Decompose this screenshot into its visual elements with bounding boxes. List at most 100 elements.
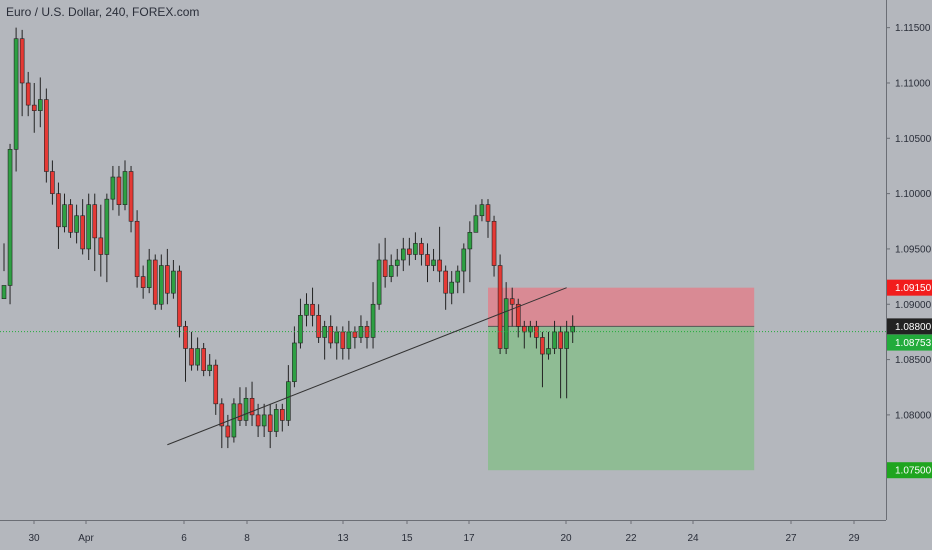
candle <box>273 403 279 438</box>
candle <box>86 193 91 260</box>
candle-body-up <box>37 99 43 111</box>
candle <box>298 298 303 349</box>
candle <box>140 265 146 299</box>
candle <box>382 237 388 288</box>
candle <box>497 254 503 355</box>
candle <box>31 82 37 133</box>
candle <box>540 331 545 388</box>
current-price-tag-label: 1.08753 <box>895 338 932 349</box>
candle <box>521 320 527 349</box>
candle <box>19 29 25 117</box>
candle-body-down <box>219 403 225 427</box>
candle-body-up <box>394 259 400 266</box>
take-profit-tag-bg <box>887 462 932 479</box>
candle-body-down <box>19 38 25 84</box>
time-tick-label: Apr <box>78 533 94 544</box>
candle-body-down <box>540 337 545 355</box>
candle <box>56 182 61 249</box>
take-profit-tag-label: 1.07500 <box>895 466 932 477</box>
candle-body-down <box>134 220 140 277</box>
candle <box>310 287 315 327</box>
candle <box>104 193 110 283</box>
candle <box>237 387 243 426</box>
candle-body-up <box>86 204 91 250</box>
candle-body-down <box>189 348 194 366</box>
candle <box>7 143 13 305</box>
candle <box>449 271 455 305</box>
candle-body-up <box>346 331 352 349</box>
trendline <box>167 287 567 446</box>
price-axis[interactable]: 1.11500 1.11000 1.10500 1.10000 1.09500 1.090… <box>886 0 932 520</box>
candle-body-up <box>570 326 576 333</box>
candle-body-up <box>110 176 116 200</box>
candle <box>358 315 364 343</box>
candle <box>279 403 285 432</box>
candle <box>419 237 424 266</box>
candle <box>455 265 461 294</box>
candle <box>394 248 400 277</box>
candle <box>558 326 563 399</box>
candle-body-up <box>564 331 569 349</box>
candle <box>431 248 436 272</box>
candle <box>159 254 164 310</box>
candle <box>116 165 122 216</box>
time-axis[interactable]: 30 Apr 6 8 13 15 17 20 22 24 27 29 <box>0 520 886 544</box>
candle-body-up <box>304 303 309 316</box>
candle-body-down <box>128 171 134 222</box>
candle-body-up <box>146 259 152 288</box>
take-profit-zone <box>488 326 755 471</box>
candle-body-down <box>443 270 448 294</box>
candle <box>443 265 448 310</box>
candle <box>425 243 430 283</box>
price-tick-label: 1.08500 <box>895 355 932 366</box>
candle-body-down <box>407 248 412 255</box>
time-tick-label: 27 <box>785 533 797 544</box>
candle-body-down <box>56 193 61 228</box>
candle <box>25 71 31 117</box>
candle <box>249 381 255 426</box>
candle <box>400 237 406 272</box>
candle-body-down <box>316 315 321 338</box>
candle-body-down <box>213 364 219 405</box>
candle-body-up <box>461 248 467 272</box>
candle <box>370 282 376 349</box>
time-tick-label: 13 <box>337 533 349 544</box>
candle-body-up <box>376 259 382 305</box>
candle-body-up <box>243 397 249 421</box>
candle-body-up <box>479 204 485 217</box>
candle <box>352 326 358 349</box>
time-tick-label: 17 <box>463 533 475 544</box>
stop-loss-tag-label: 1.09150 <box>895 283 932 294</box>
time-tick-label: 24 <box>687 533 699 544</box>
candle <box>13 27 19 172</box>
price-tick-label: 1.11000 <box>895 78 931 89</box>
candle <box>267 403 273 449</box>
candle <box>376 243 382 310</box>
candle <box>570 315 576 343</box>
candle-body-down <box>267 414 273 432</box>
current-price-tag-bg <box>887 334 932 351</box>
price-tick-label: 1.10000 <box>895 189 932 200</box>
time-tick-label: 30 <box>28 533 40 544</box>
candle <box>292 326 297 388</box>
entry-tag-bg <box>887 318 932 335</box>
candle-body-up <box>455 270 461 283</box>
candle-body-up <box>104 198 110 255</box>
candle <box>286 365 291 426</box>
candle <box>98 204 104 277</box>
candle-body-down <box>485 204 491 222</box>
candle <box>346 320 352 360</box>
candle <box>467 221 473 283</box>
entry-tag-label: 1.08800 <box>895 322 932 333</box>
overlays <box>0 287 886 446</box>
candle-body-up <box>400 248 406 261</box>
candle-body-down <box>382 259 388 277</box>
candle <box>80 199 85 255</box>
candle-body-down <box>437 259 442 272</box>
time-tick-label: 22 <box>625 533 637 544</box>
candle <box>37 77 43 128</box>
entry-tag: 1.08800 <box>887 318 932 335</box>
take-profit-tag: 1.07500 <box>887 462 932 479</box>
